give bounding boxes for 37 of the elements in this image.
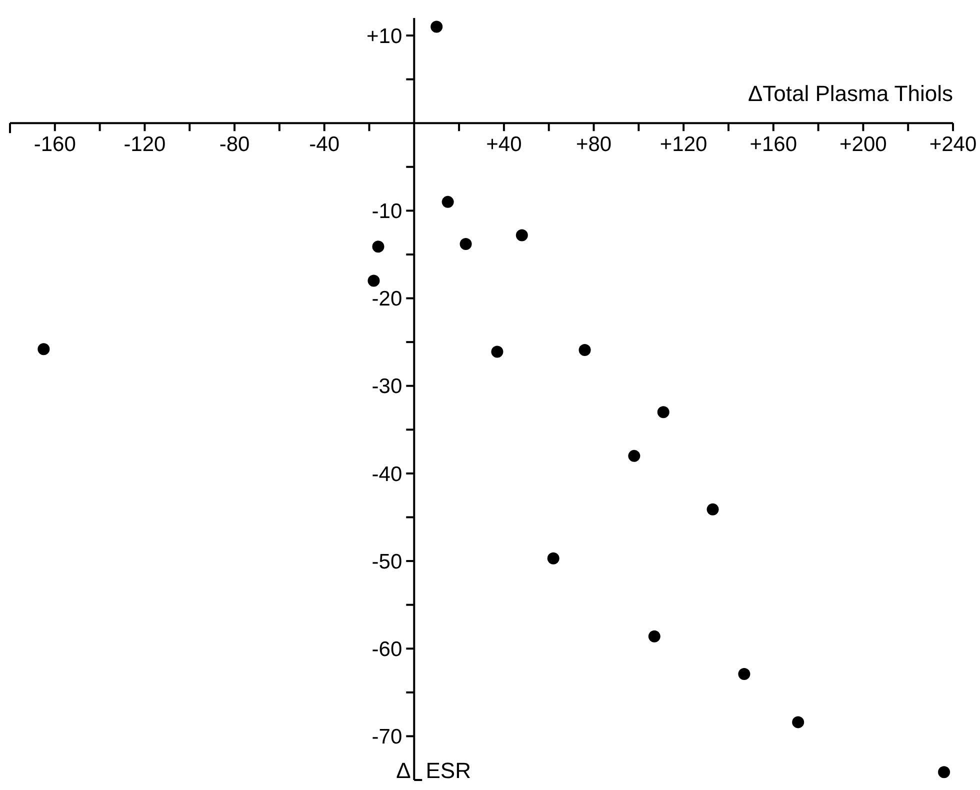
y-tick-label: -60 [372, 638, 402, 661]
y-tick-label: -70 [372, 726, 402, 749]
point [792, 716, 804, 728]
y-tick-label: -40 [372, 462, 402, 486]
y-tick-label: -10 [372, 200, 402, 224]
point [516, 229, 528, 242]
point [442, 196, 454, 208]
point [657, 406, 670, 418]
x-tick-label: -120 [124, 133, 166, 156]
x-axis-title: ΔTotal Plasma Thiols [748, 81, 953, 106]
point [706, 503, 719, 516]
y-axis-title: Δ ESR [396, 758, 471, 783]
x-tick-label: -160 [34, 133, 76, 156]
x-tick-label: -40 [309, 133, 340, 156]
y-tick-label: -50 [372, 550, 402, 574]
x-tick-label: +40 [486, 133, 522, 156]
x-tick-label: +120 [660, 133, 708, 156]
point [491, 346, 504, 358]
x-tick-label: +80 [576, 133, 612, 156]
point [372, 240, 384, 253]
x-tick-label: -80 [219, 133, 250, 156]
x-tick-label: +160 [750, 133, 798, 156]
point [547, 552, 560, 564]
point [430, 20, 443, 33]
point [578, 344, 591, 356]
y-tick-label: -30 [372, 375, 402, 398]
point [628, 450, 640, 462]
point [368, 274, 380, 287]
x-tick-label: +200 [840, 133, 887, 156]
y-tick-label: +10 [366, 24, 402, 48]
y-tick-label: -20 [372, 288, 402, 311]
point [460, 238, 472, 250]
point [648, 630, 660, 642]
point [38, 343, 50, 356]
point [738, 668, 750, 680]
x-tick-label: +240 [929, 133, 977, 156]
point [938, 766, 950, 778]
